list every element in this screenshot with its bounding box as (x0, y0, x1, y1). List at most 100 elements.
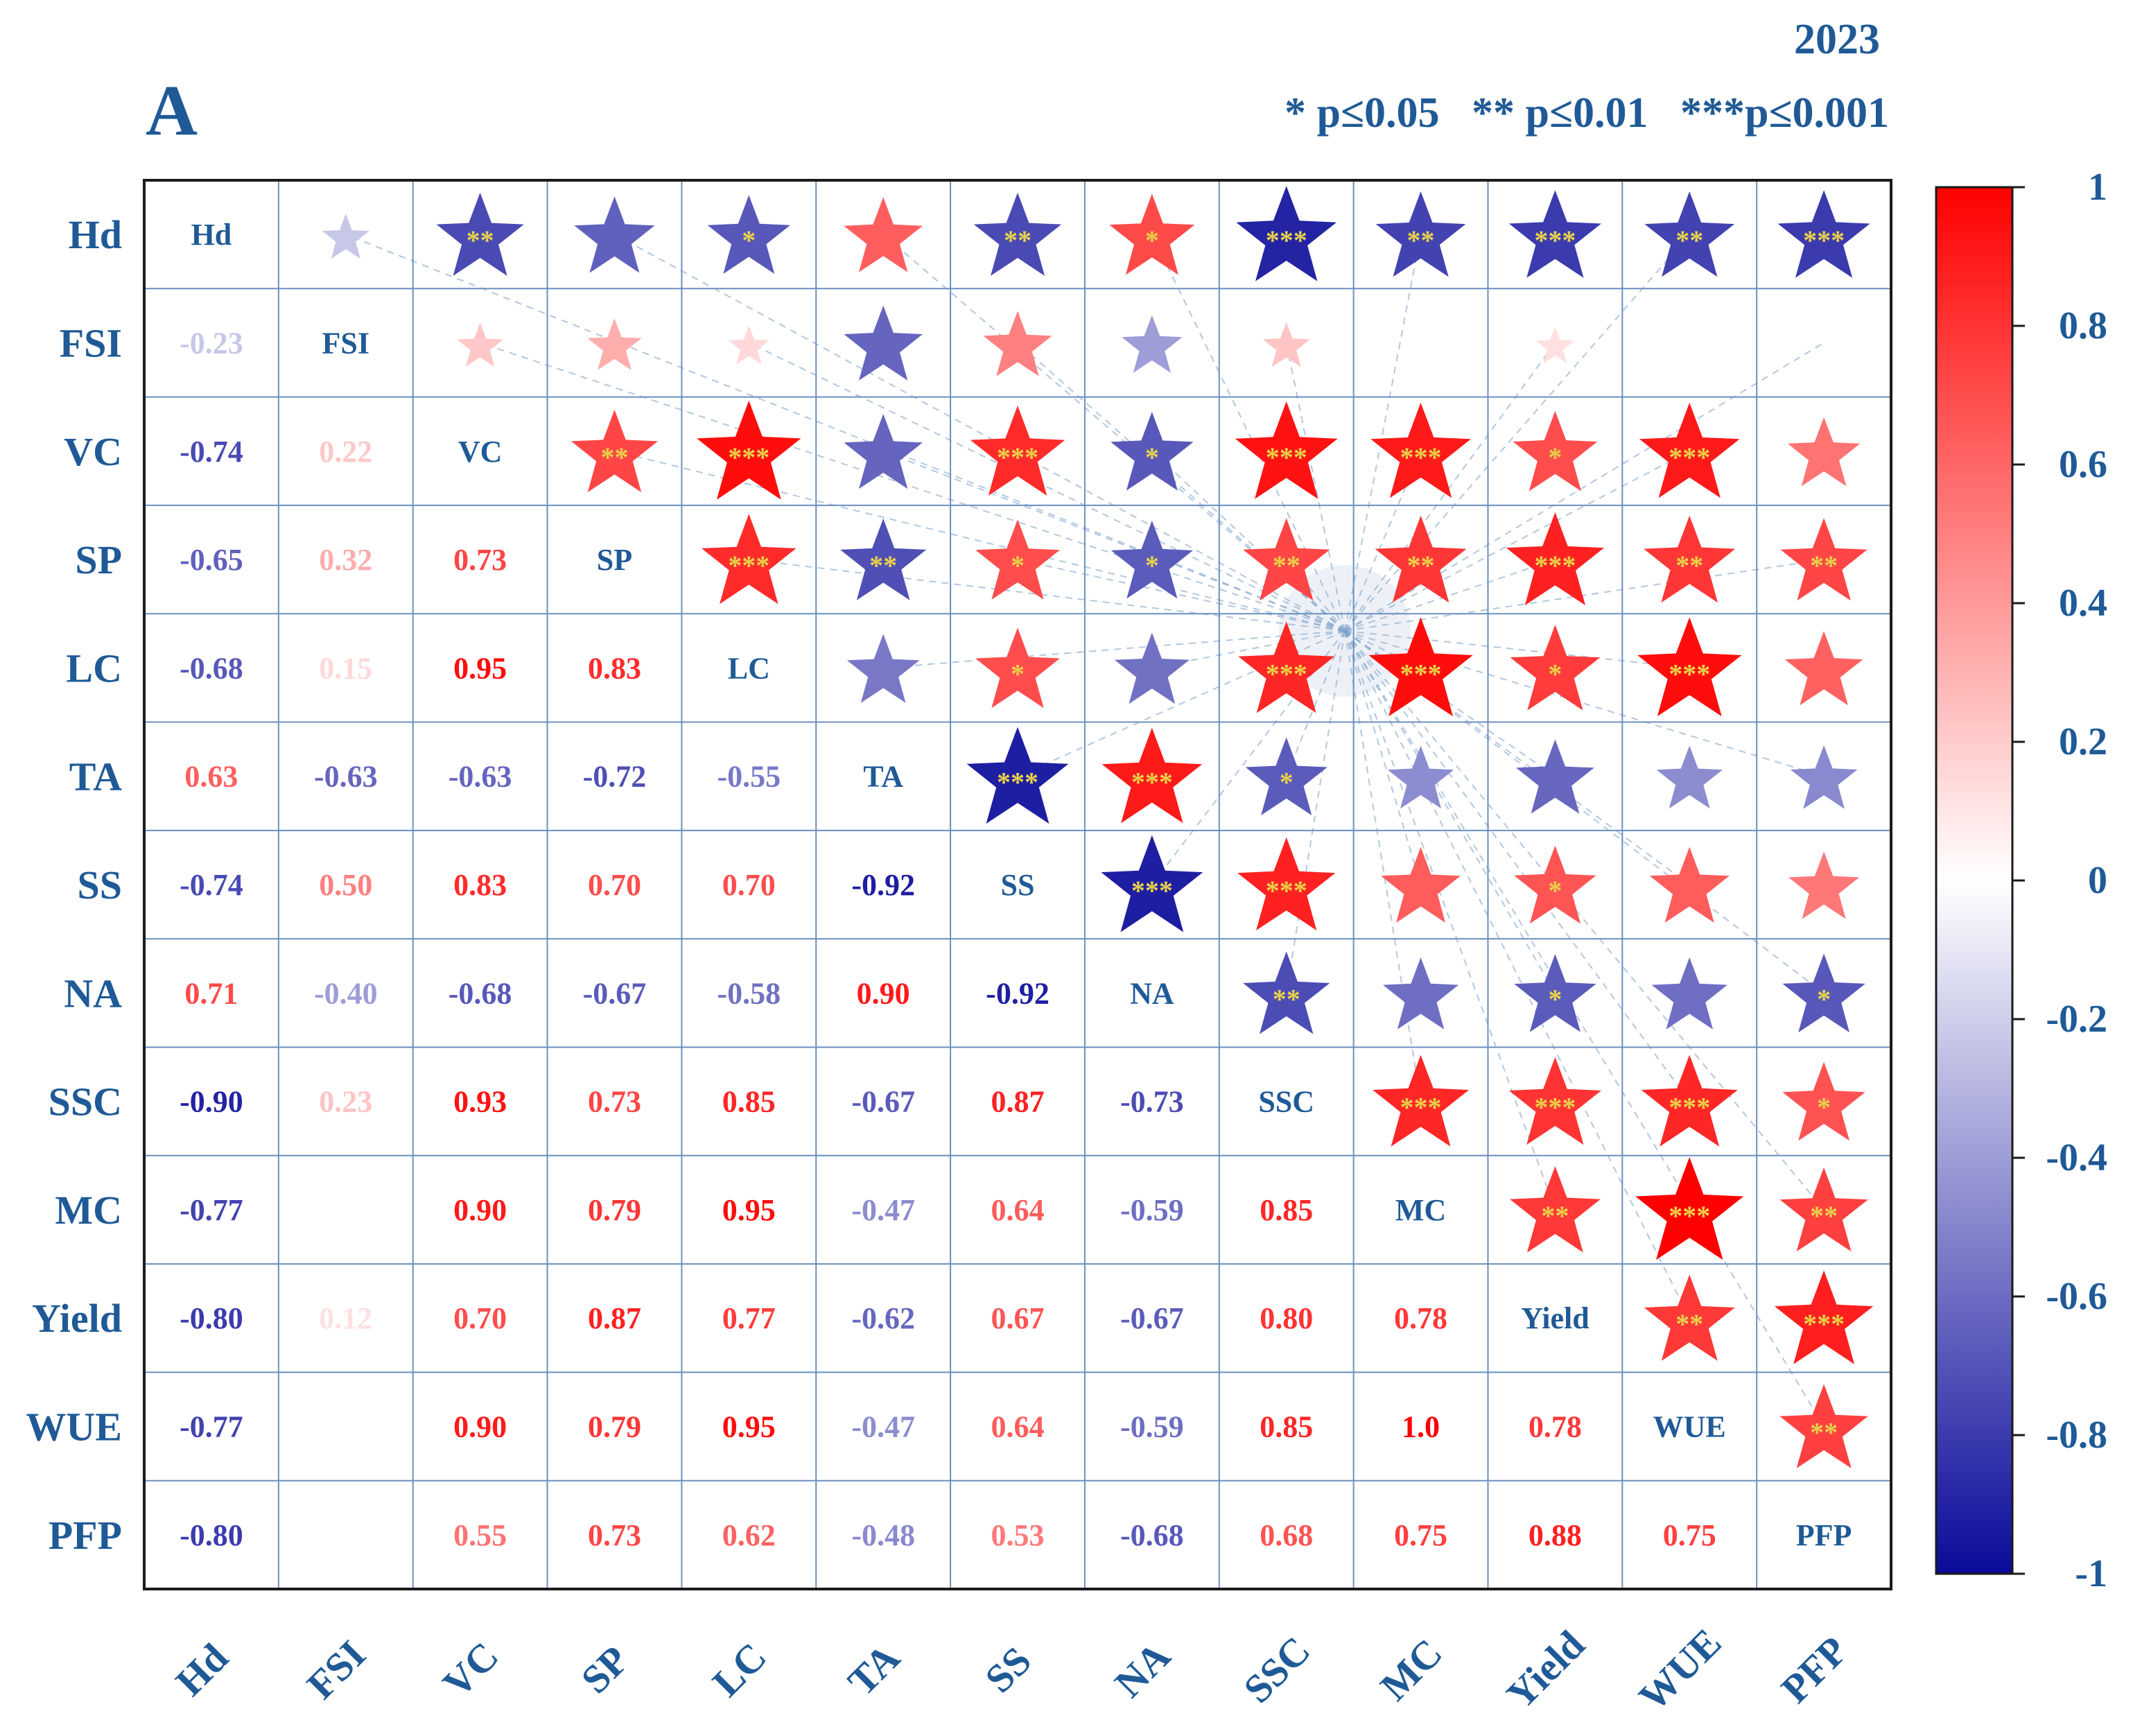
correlation-star (1535, 327, 1575, 364)
correlation-value: 0.71 (184, 976, 238, 1010)
correlation-value: 0.83 (453, 868, 507, 902)
correlation-value: -0.68 (180, 651, 243, 685)
significance-mark: *** (1131, 767, 1173, 798)
network-line (1344, 559, 1825, 632)
column-label: LC (704, 1634, 775, 1705)
correlation-value: 0.85 (1260, 1410, 1313, 1444)
significance-mark: *** (1534, 1092, 1576, 1123)
correlation-value: -0.65 (180, 543, 243, 577)
correlation-star (973, 192, 1062, 276)
network-line (1344, 630, 1691, 1102)
panel-label: A (146, 71, 198, 150)
network-line (1285, 630, 1346, 993)
correlation-star (1784, 631, 1863, 706)
correlation-star (436, 192, 524, 276)
diagonal-label: VC (458, 435, 503, 469)
correlation-star (844, 197, 923, 272)
diagonal-label: SS (1001, 868, 1035, 902)
diagonal-label: Hd (191, 218, 232, 252)
significance-mark: *** (1400, 658, 1442, 689)
significance-mark: ** (467, 225, 494, 256)
correlation-value: 0.64 (991, 1193, 1045, 1227)
correlation-value: 0.12 (319, 1301, 372, 1335)
correlation-star (728, 325, 769, 365)
network-line (1017, 342, 1346, 632)
diagonal-label: PFP (1796, 1518, 1852, 1552)
correlation-star (1375, 191, 1466, 277)
significance-mark: *** (1266, 875, 1307, 906)
correlation-value: -0.23 (180, 326, 243, 360)
correlation-star (1245, 737, 1327, 815)
correlation-star (697, 400, 801, 500)
network-line (480, 342, 1346, 632)
network-line (1344, 630, 1422, 885)
correlation-value: 0.90 (857, 976, 910, 1010)
correlation-value: -0.77 (180, 1410, 243, 1444)
correlation-star (1637, 617, 1742, 717)
significance-legend: * p≤0.05 ** p≤0.01 ***p≤0.001 (1284, 89, 1889, 137)
network-line (883, 630, 1346, 669)
matrix-cells: Hd ** * ** * *** ** *** ** ***-0.23 FSI-0.74 0.22 VC… (180, 186, 1874, 1552)
significance-mark: * (1548, 875, 1562, 906)
correlation-star (1111, 412, 1194, 491)
correlation-value: 0.87 (991, 1085, 1045, 1119)
correlation-star (574, 196, 655, 273)
row-label: PFP (49, 1513, 122, 1558)
correlation-value: 0.68 (1260, 1518, 1313, 1552)
correlation-star (1111, 520, 1193, 599)
correlation-value: 0.73 (588, 1518, 641, 1552)
correlation-star (1101, 835, 1203, 932)
significance-mark: * (1145, 442, 1159, 473)
network-line (1344, 630, 1556, 1210)
diagonal-label: Yield (1521, 1301, 1590, 1335)
correlation-star (322, 214, 369, 259)
correlation-value: -0.62 (851, 1301, 915, 1335)
correlation-star (1513, 410, 1598, 492)
significance-mark: ** (1675, 1308, 1703, 1339)
correlation-star (707, 195, 790, 274)
axis-labels: Hd Hd FSI FSI VC VC SP SP LC LC TA TA SS SS NA NA SSC SSC… (26, 212, 1856, 1719)
correlation-star (1514, 845, 1596, 924)
significance-mark: ** (1273, 550, 1300, 581)
row-label: TA (69, 754, 122, 799)
network-line (345, 234, 1346, 632)
colorbar-tick-label: 0.4 (2059, 582, 2107, 625)
correlation-value: 0.88 (1529, 1518, 1582, 1552)
correlation-value: -0.55 (717, 760, 781, 794)
colorbar-tick-label: -0.6 (2046, 1275, 2107, 1318)
significance-mark: *** (997, 442, 1038, 473)
correlation-star (1114, 632, 1190, 704)
colorbar-tick-label: 0 (2088, 859, 2107, 902)
network-line (749, 559, 1346, 632)
correlation-value: 0.32 (319, 543, 372, 577)
correlation-value: 0.53 (991, 1518, 1045, 1552)
significance-mark: *** (1803, 225, 1845, 256)
correlation-star (1639, 402, 1740, 498)
significance-mark: * (1548, 658, 1562, 689)
correlation-star (1236, 186, 1337, 281)
row-label: NA (64, 971, 122, 1016)
significance-mark: * (1817, 1092, 1831, 1123)
network-line (1344, 630, 1825, 1210)
correlation-star (844, 305, 923, 381)
correlation-star (1790, 745, 1858, 809)
correlation-star (1237, 837, 1336, 930)
network-line (1344, 630, 1825, 777)
row-label: VC (64, 429, 122, 474)
network-line (1344, 234, 1422, 632)
correlation-value: 0.87 (588, 1301, 641, 1335)
network-line (1151, 451, 1346, 632)
correlation-star (1780, 518, 1868, 601)
significance-mark: *** (1131, 875, 1173, 906)
correlation-value: -0.68 (1120, 1518, 1184, 1552)
correlation-star (1514, 954, 1596, 1032)
significance-mark: * (1280, 767, 1294, 798)
row-label: SSC (49, 1079, 122, 1125)
significance-mark: * (742, 225, 756, 256)
network-line (1344, 630, 1691, 1319)
network-line (882, 450, 1346, 632)
column-label: WUE (1630, 1620, 1730, 1719)
correlation-value: -0.63 (449, 760, 512, 794)
correlation-value: -0.80 (180, 1301, 243, 1335)
